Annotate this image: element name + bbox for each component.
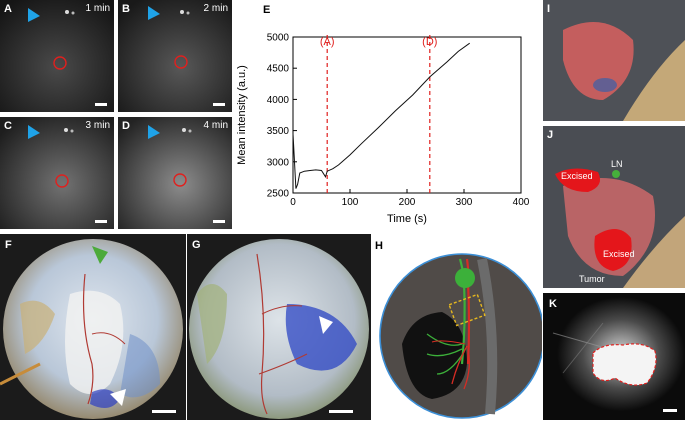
panel-c-label: C — [4, 120, 12, 132]
x-tick-label: 100 — [342, 197, 359, 208]
panel-d: D 4 min — [118, 117, 232, 229]
panel-c-time: 3 min — [85, 120, 110, 131]
panel-f: F — [0, 234, 186, 420]
panel-j-image — [543, 126, 685, 288]
lymph-node-icon — [455, 268, 475, 288]
y-axis-label: Mean intensity (a.u.) — [236, 65, 248, 165]
excised-tissue-top — [555, 168, 601, 192]
intensity-series-line — [292, 42, 470, 189]
scale-bar — [213, 103, 225, 106]
y-tick-label: 5000 — [267, 33, 290, 44]
panel-j-label: J — [547, 129, 554, 141]
excised-label-bottom: Excised — [603, 249, 635, 259]
y-tick-label: 4000 — [267, 95, 290, 106]
panel-d-time: 4 min — [203, 120, 228, 131]
x-tick-label: 0 — [290, 197, 296, 208]
panel-b-time: 2 min — [203, 3, 228, 14]
panel-b-label: B — [122, 3, 130, 15]
panel-h-label: H — [375, 240, 383, 252]
panel-f-image — [0, 239, 183, 419]
panel-f-label: F — [5, 239, 12, 251]
panel-k-label: K — [549, 298, 557, 310]
panel-a: A 1 min — [0, 0, 114, 112]
ln-label: LN — [611, 159, 623, 169]
x-tick-label: 400 — [513, 197, 530, 208]
panel-g-image — [189, 239, 369, 419]
scale-bar — [663, 409, 677, 412]
scale-bar — [95, 103, 107, 106]
panel-i-label: I — [547, 3, 551, 15]
roi-circle — [174, 55, 188, 69]
panel-a-label: A — [4, 3, 12, 15]
panel-k-image — [543, 293, 685, 420]
y-tick-label: 3000 — [267, 157, 290, 168]
cyan-marker-icon — [148, 6, 160, 20]
panel-c-image — [0, 117, 114, 229]
excised-label-top: Excised — [561, 171, 593, 181]
x-tick-label: 300 — [456, 197, 473, 208]
panel-j: J Excised LN Excised Tumor — [543, 126, 685, 288]
roi-circle — [53, 56, 67, 70]
panel-g: G — [187, 234, 371, 420]
panel-b-image — [118, 0, 232, 112]
roi-circle — [55, 174, 69, 188]
x-tick-label: 200 — [399, 197, 416, 208]
panel-d-image — [118, 117, 232, 229]
scale-bar — [152, 410, 176, 413]
y-tick-label: 2500 — [267, 189, 290, 200]
roi-circle — [173, 173, 187, 187]
panel-c: C 3 min — [0, 117, 114, 229]
vline-label: (A) — [320, 36, 335, 48]
tumor-outline — [592, 343, 657, 386]
scale-bar — [95, 220, 107, 223]
tumor-label: Tumor — [579, 274, 605, 284]
intensity-chart: 0 100 200 300 400 2500 3000 3500 4000 4500 5000 Tim… — [236, 33, 530, 226]
white-arrow-icon — [319, 316, 333, 334]
vline-label: (D) — [422, 36, 437, 48]
lymph-node-marker — [612, 170, 620, 178]
scale-bar — [329, 410, 353, 413]
white-arrow-icon — [110, 389, 126, 406]
panel-h: H — [372, 234, 542, 421]
x-axis-label: Time (s) — [387, 213, 427, 225]
excised-tissue-bottom — [594, 228, 632, 271]
panel-d-label: D — [122, 120, 130, 132]
y-tick-label: 4500 — [267, 64, 290, 75]
panel-i: I — [543, 0, 685, 121]
y-tick-label: 3500 — [267, 126, 290, 137]
panel-a-image — [0, 0, 114, 112]
panel-a-time: 1 min — [85, 3, 110, 14]
panel-h-diagram — [379, 253, 542, 419]
panel-i-image — [543, 0, 685, 121]
panel-b: B 2 min — [118, 0, 232, 112]
cyan-marker-icon — [28, 125, 40, 139]
scale-bar — [213, 220, 225, 223]
cyan-marker-icon — [28, 8, 40, 22]
panel-e-label: E — [263, 4, 271, 16]
panel-k: K — [543, 293, 685, 420]
panel-g-label: G — [192, 239, 201, 251]
green-arrow-icon — [92, 246, 108, 264]
cyan-marker-icon — [148, 125, 160, 139]
